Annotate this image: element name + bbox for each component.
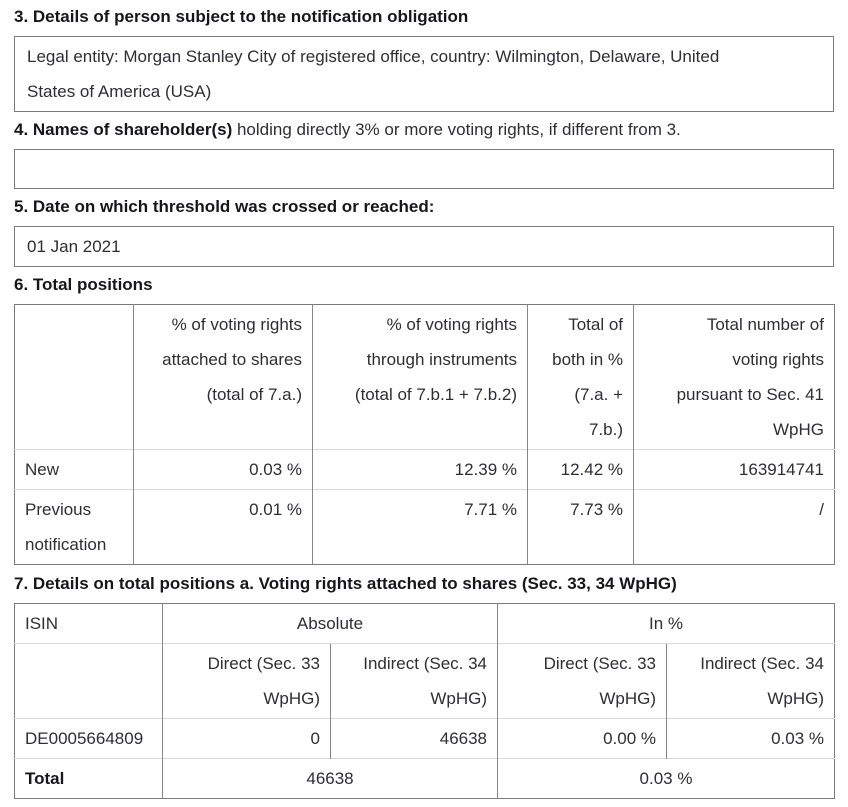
new-shares-pct: 0.03 % [133, 449, 313, 490]
previous-total-voting-rights: / [633, 489, 835, 565]
details-group-header-row: ISIN Absolute In % [15, 603, 835, 644]
section6-heading: 6. Total positions [14, 275, 153, 294]
row-label-new: New [14, 449, 134, 490]
direct-absolute-value: 0 [162, 718, 331, 759]
new-total-voting-rights: 163914741 [633, 449, 835, 490]
header-voting-rights-instruments: % of voting rights through instruments (… [312, 304, 528, 450]
section3-content-box: Legal entity: Morgan Stanley City of reg… [14, 36, 834, 112]
in-percent-group-header: In % [497, 603, 835, 644]
total-in-percent-value: 0.03 % [497, 758, 835, 799]
section4-heading: 4. Names of shareholder(s) holding direc… [14, 119, 834, 140]
section5-heading: 5. Date on which threshold was crossed o… [14, 197, 435, 216]
total-positions-table: % of voting rights attached to shares (t… [14, 304, 835, 565]
section3-heading: 3. Details of person subject to the noti… [14, 7, 469, 26]
isin-header-cell: ISIN [25, 614, 59, 633]
table-row-new: New 0.03 % 12.39 % 12.42 % 163914741 [14, 449, 835, 490]
section4-heading-rest: holding directly 3% or more voting right… [232, 120, 681, 139]
row-label-previous: Previous notification [14, 489, 134, 565]
section5-date-box: 01 Jan 2021 [14, 226, 834, 267]
header-voting-rights-shares: % of voting rights attached to shares (t… [133, 304, 313, 450]
voting-rights-details-table: ISIN Absolute In % Direct (Sec. 33 WpHG)… [14, 603, 836, 799]
details-sub-header-row: Direct (Sec. 33 WpHG) Indirect (Sec. 34 … [14, 643, 835, 719]
sub-header-blank-cell [14, 643, 163, 719]
sub-header-direct-percent: Direct (Sec. 33 WpHG) [497, 643, 667, 719]
new-instruments-pct: 12.39 % [312, 449, 528, 490]
header-total-both: Total of both in % (7.a. + 7.b.) [527, 304, 634, 450]
total-absolute-value: 46638 [161, 758, 498, 799]
total-positions-header-row: % of voting rights attached to shares (t… [15, 304, 835, 450]
isin-value: DE0005664809 [14, 718, 163, 759]
direct-percent-value: 0.00 % [497, 718, 667, 759]
sub-header-indirect-percent: Indirect (Sec. 34 WpHG) [666, 643, 835, 719]
previous-shares-pct: 0.01 % [133, 489, 313, 565]
previous-instruments-pct: 7.71 % [312, 489, 528, 565]
header-total-voting-rights: Total number of voting rights pursuant t… [633, 304, 835, 450]
section7-heading: 7. Details on total positions a. Voting … [14, 574, 677, 593]
details-total-row: Total 46638 0.03 % [14, 758, 835, 799]
section4-heading-bold: 4. Names of shareholder(s) [14, 120, 233, 139]
header-blank-cell [15, 305, 134, 450]
previous-total-both-pct: 7.73 % [527, 489, 634, 565]
sub-header-direct-absolute: Direct (Sec. 33 WpHG) [162, 643, 331, 719]
new-total-both-pct: 12.42 % [527, 449, 634, 490]
indirect-percent-value: 0.03 % [666, 718, 835, 759]
indirect-absolute-value: 46638 [329, 718, 498, 759]
total-row-label: Total [14, 758, 163, 799]
sub-header-indirect-absolute: Indirect (Sec. 34 WpHG) [329, 643, 498, 719]
table-row-previous-notification: Previous notification 0.01 % 7.71 % 7.73… [14, 489, 835, 565]
absolute-group-header: Absolute [161, 603, 498, 644]
details-isin-row: DE0005664809 0 46638 0.00 % 0.03 % [14, 718, 835, 759]
section4-content-box [14, 149, 834, 189]
